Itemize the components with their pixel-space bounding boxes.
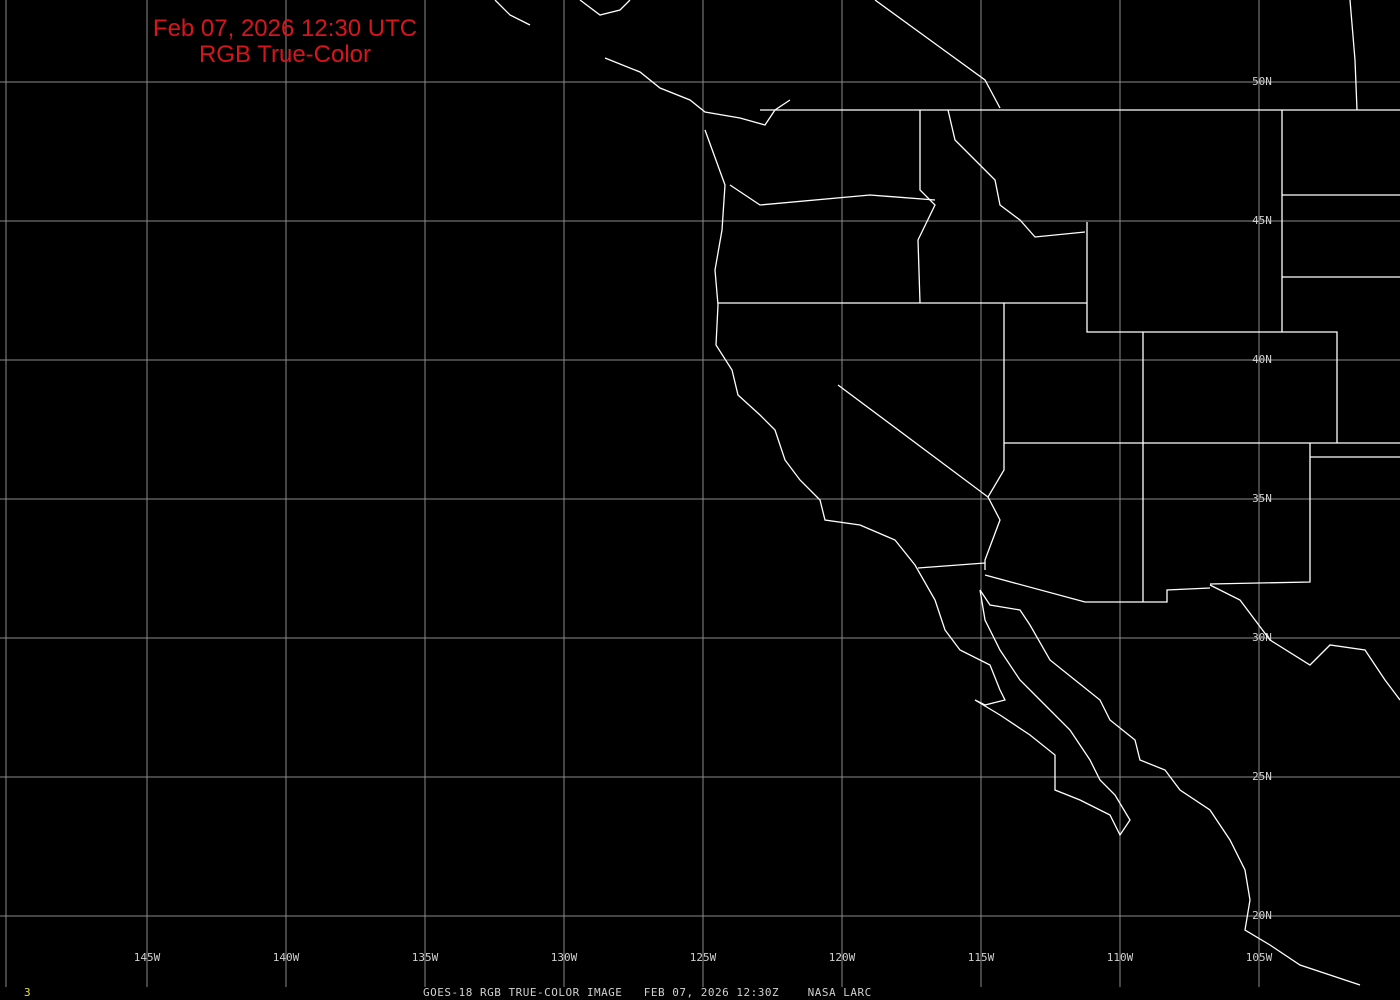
lat-label: 50N <box>1252 75 1272 88</box>
lon-label: 130W <box>551 951 578 964</box>
lat-label: 40N <box>1252 353 1272 366</box>
coastline-border <box>874 0 1001 109</box>
coastline-border <box>604 57 791 126</box>
lat-label: 45N <box>1252 214 1272 227</box>
lat-label: 35N <box>1252 492 1272 505</box>
map-title-datetime: Feb 07, 2026 12:30 UTC <box>152 15 418 42</box>
coastline-border <box>984 574 1211 603</box>
lon-label: 110W <box>1107 951 1134 964</box>
coastline-border <box>729 184 936 206</box>
lon-label: 120W <box>829 951 856 964</box>
coastline-border <box>579 0 631 16</box>
lon-label: 125W <box>690 951 717 964</box>
coastline-border <box>1209 584 1400 701</box>
lat-label: 20N <box>1252 909 1272 922</box>
lon-label: 145W <box>134 951 161 964</box>
lon-label: 105W <box>1246 951 1273 964</box>
lon-label: 115W <box>968 951 995 964</box>
lon-label: 135W <box>412 951 439 964</box>
coastline-border <box>917 562 986 569</box>
lat-label: 30N <box>1252 631 1272 644</box>
coastline-border <box>704 129 1361 986</box>
lat-label: 25N <box>1252 770 1272 783</box>
footer-caption: GOES-18 RGB TRUE-COLOR IMAGE FEB 07, 202… <box>423 986 872 999</box>
map-title-product: RGB True-Color <box>198 41 372 68</box>
lon-label: 140W <box>273 951 300 964</box>
frame-number: 3 <box>24 986 32 999</box>
coastline-border <box>1086 222 1338 443</box>
coastline-border <box>917 110 936 304</box>
coastline-border <box>494 0 531 26</box>
coastline-border <box>1349 0 1358 111</box>
coastline-border <box>987 303 1005 498</box>
coastline-border <box>947 109 1086 238</box>
coastline-border <box>837 384 1001 570</box>
coastline-border <box>1209 443 1311 585</box>
